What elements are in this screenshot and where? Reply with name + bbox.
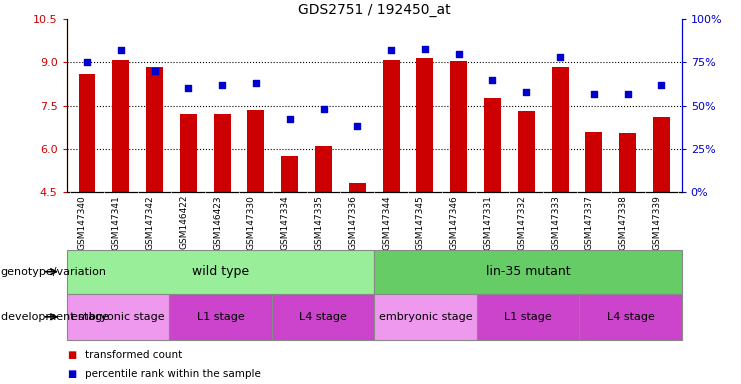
Text: GSM146423: GSM146423	[213, 195, 222, 250]
Text: L4 stage: L4 stage	[607, 312, 654, 322]
Point	[284, 116, 296, 122]
Point	[182, 85, 194, 91]
Point	[419, 46, 431, 52]
Text: lin-35 mutant: lin-35 mutant	[485, 265, 571, 278]
Bar	[374, 250, 682, 294]
Text: ■: ■	[67, 369, 76, 379]
Text: GSM147341: GSM147341	[112, 195, 121, 250]
Point	[588, 91, 599, 97]
Text: GSM147330: GSM147330	[247, 195, 256, 250]
Text: genotype/variation: genotype/variation	[1, 266, 107, 277]
Text: embryonic stage: embryonic stage	[379, 312, 472, 322]
Bar	[113, 60, 129, 192]
Point	[81, 60, 93, 66]
Bar	[382, 60, 399, 192]
Text: wild type: wild type	[192, 265, 249, 278]
Text: L1 stage: L1 stage	[504, 312, 552, 322]
Text: L4 stage: L4 stage	[299, 312, 347, 322]
Bar	[653, 117, 670, 192]
Point	[115, 47, 127, 53]
Text: ■: ■	[67, 350, 76, 360]
Text: GSM147332: GSM147332	[517, 195, 526, 250]
Bar	[79, 74, 96, 192]
Text: development stage: development stage	[1, 312, 109, 322]
Bar	[349, 184, 366, 192]
Bar	[213, 114, 230, 192]
Point	[250, 80, 262, 86]
Bar	[579, 294, 682, 340]
Bar	[585, 132, 602, 192]
Point	[351, 123, 363, 129]
Text: GSM147338: GSM147338	[619, 195, 628, 250]
Bar	[67, 250, 374, 294]
Text: transformed count: transformed count	[85, 350, 182, 360]
Text: GSM147340: GSM147340	[78, 195, 87, 250]
Text: GSM147345: GSM147345	[416, 195, 425, 250]
Bar	[484, 98, 501, 192]
Bar	[518, 111, 535, 192]
Point	[554, 54, 566, 60]
Point	[520, 89, 532, 95]
Bar	[180, 114, 197, 192]
Bar	[247, 110, 265, 192]
Text: L1 stage: L1 stage	[196, 312, 245, 322]
Text: GSM147339: GSM147339	[652, 195, 662, 250]
Point	[216, 82, 228, 88]
Bar	[476, 294, 579, 340]
Text: GSM147344: GSM147344	[382, 195, 391, 250]
Text: GSM147333: GSM147333	[551, 195, 560, 250]
Bar	[272, 294, 374, 340]
Bar	[619, 133, 636, 192]
Text: GSM147337: GSM147337	[585, 195, 594, 250]
Point	[149, 68, 161, 74]
Bar	[315, 146, 332, 192]
Point	[318, 106, 330, 112]
Bar	[67, 294, 169, 340]
Point	[453, 51, 465, 57]
Point	[622, 91, 634, 97]
Title: GDS2751 / 192450_at: GDS2751 / 192450_at	[298, 3, 451, 17]
Text: embryonic stage: embryonic stage	[71, 312, 165, 322]
Text: GSM147331: GSM147331	[483, 195, 493, 250]
Bar	[146, 67, 163, 192]
Text: GSM147335: GSM147335	[314, 195, 324, 250]
Text: GSM146422: GSM146422	[179, 195, 188, 249]
Bar	[451, 61, 467, 192]
Bar	[169, 294, 272, 340]
Bar	[282, 156, 298, 192]
Text: GSM147346: GSM147346	[450, 195, 459, 250]
Point	[385, 47, 397, 53]
Point	[656, 82, 668, 88]
Text: percentile rank within the sample: percentile rank within the sample	[85, 369, 261, 379]
Point	[487, 77, 499, 83]
Bar	[551, 67, 568, 192]
Text: GSM147334: GSM147334	[281, 195, 290, 250]
Bar	[374, 294, 476, 340]
Text: GSM147336: GSM147336	[348, 195, 357, 250]
Bar	[416, 58, 433, 192]
Text: GSM147342: GSM147342	[145, 195, 155, 250]
